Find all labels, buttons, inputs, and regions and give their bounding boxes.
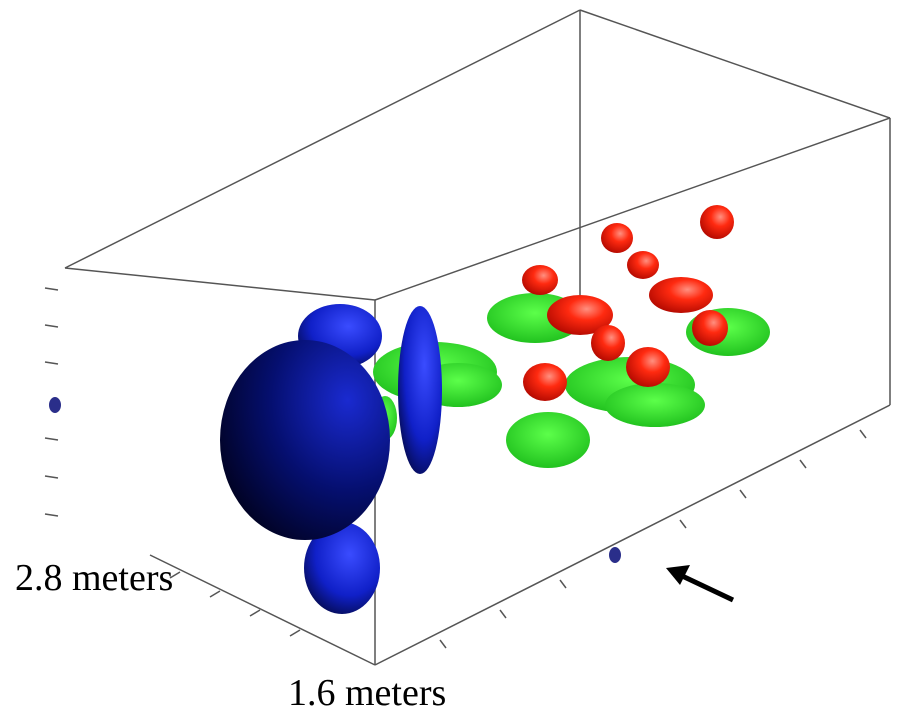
depth-label: 2.8 meters: [15, 557, 173, 599]
scene: 2.8 meters 1.6 meters: [0, 0, 903, 713]
marker-dot: [609, 547, 621, 563]
marker-dot: [49, 397, 61, 413]
blue-blobs: [220, 304, 442, 614]
red-blobs: [522, 205, 734, 401]
width-label: 1.6 meters: [288, 672, 446, 713]
arrow: [666, 565, 733, 600]
